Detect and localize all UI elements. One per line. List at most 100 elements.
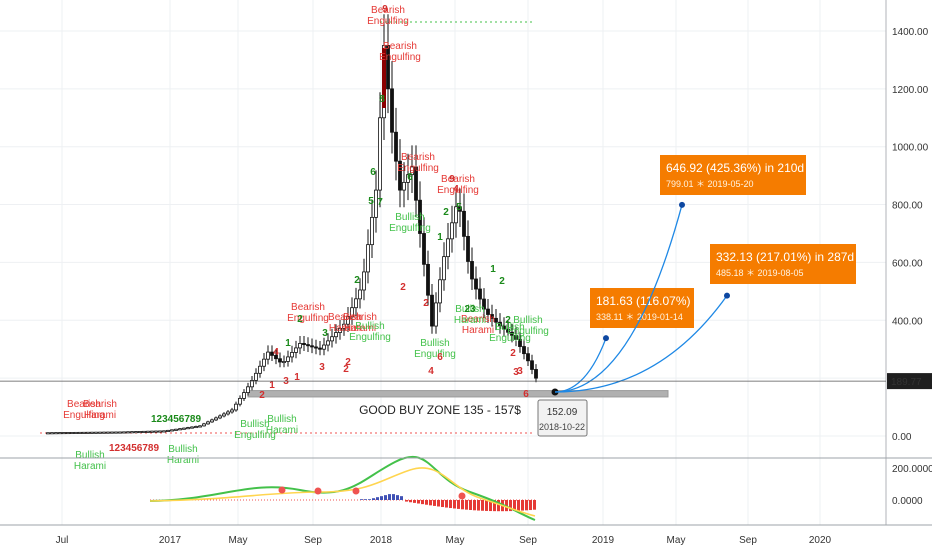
price-tick-label: 800.00: [892, 201, 923, 212]
candle-body: [134, 431, 138, 434]
sequence-count: 2: [423, 298, 429, 309]
candle-body: [398, 160, 402, 191]
sequence-count: 123456789: [151, 414, 201, 425]
sequence-count: 3: [513, 367, 519, 378]
pattern-label: Engulfing: [367, 16, 409, 27]
sequence-count: 9: [449, 174, 455, 185]
projection-callout: [710, 244, 856, 284]
candle-body: [178, 428, 182, 431]
candle-body: [198, 425, 202, 428]
candle-body: [506, 328, 510, 333]
sequence-count: 2: [354, 275, 360, 286]
projection-target-dot: [603, 335, 609, 342]
candle-body: [370, 216, 374, 246]
pattern-label: Harami: [344, 323, 376, 334]
current-price-tag: [887, 373, 932, 390]
osc-hist-bar-neg: [429, 500, 432, 506]
candle-body: [330, 336, 334, 342]
candle-body: [58, 432, 62, 435]
candle-body: [206, 421, 210, 425]
osc-hist-bar-neg: [445, 500, 448, 508]
time-tick-label: 2017: [159, 535, 182, 546]
candle-body: [322, 344, 326, 350]
anchor-callout-box: [537, 399, 588, 437]
pattern-label: Harami: [454, 315, 486, 326]
projection-callout: [660, 155, 806, 195]
candle-body: [118, 431, 122, 434]
pattern-label: Engulfing: [63, 410, 105, 421]
candle-body: [74, 431, 78, 434]
pattern-label: Engulfing: [437, 185, 479, 196]
osc-hist-bar-neg: [409, 500, 412, 503]
osc-hist-bar: [396, 495, 399, 500]
candle-body: [530, 360, 534, 370]
time-tick-label: Sep: [304, 535, 322, 546]
pattern-label: Bullish: [455, 304, 484, 315]
pattern-label: Engulfing: [507, 326, 549, 337]
pattern-label: Bearish: [461, 314, 495, 325]
time-tick-label: 2018: [370, 535, 393, 546]
candle-body: [362, 271, 366, 291]
candle-body: [210, 419, 214, 423]
pattern-label: Harami: [74, 461, 106, 472]
osc-hist-bar: [376, 497, 379, 500]
osc-hist-bar: [380, 496, 383, 500]
candle-body: [326, 340, 330, 346]
projection-detail: 485.18 ＊ 2019-08-05: [716, 268, 804, 278]
candle-body: [50, 432, 54, 435]
pattern-label: Bearish: [83, 399, 117, 410]
osc-hist-bar-neg: [465, 500, 468, 510]
candle-body: [190, 426, 194, 429]
osc-hist-bar-neg: [413, 500, 416, 503]
pattern-label: Engulfing: [379, 52, 421, 63]
sequence-count: 3: [283, 376, 289, 387]
osc-hist-bar: [384, 495, 387, 500]
candle-body: [150, 430, 154, 433]
pattern-label: Engulfing: [414, 349, 456, 360]
projection-callout: [590, 288, 694, 328]
osc-hist-bar-neg: [461, 500, 464, 510]
osc-hist-bar-neg: [509, 500, 512, 512]
projection-target-dot: [679, 201, 685, 208]
oscillator-layer: [149, 455, 536, 521]
sequence-count: 23: [464, 304, 476, 315]
candle-body: [186, 427, 190, 430]
osc-hist-bar-neg: [481, 500, 484, 511]
osc-hist-bar-neg: [477, 500, 480, 511]
candle-body: [386, 45, 390, 90]
pattern-label: Engulfing: [234, 430, 276, 441]
candles-layer: [46, 14, 538, 435]
projection-arrow: [554, 204, 683, 393]
candle-body: [366, 244, 370, 273]
candle-body: [194, 426, 198, 429]
candle-body: [510, 331, 514, 336]
sequence-count: 4: [273, 347, 279, 358]
candle-body: [302, 343, 306, 346]
candle-body: [518, 339, 522, 347]
pattern-label: Bearish: [441, 174, 475, 185]
sequence-count: 2: [343, 364, 349, 375]
price-tick-label: 600.00: [892, 258, 923, 269]
pattern-label: Harami: [329, 323, 361, 334]
osc-hist-bar: [392, 494, 395, 500]
sequence-count: 123456789: [109, 443, 159, 454]
pattern-label: Engulfing: [389, 223, 431, 234]
candle-body: [346, 316, 350, 325]
candle-body: [54, 432, 58, 435]
time-tick-label: 2020: [809, 535, 832, 546]
candle-body: [334, 332, 338, 338]
candle-body: [534, 369, 538, 379]
candle-body: [126, 431, 130, 434]
pattern-label: Bullish: [168, 444, 197, 455]
candle-body: [438, 279, 442, 304]
sequence-count: 1: [437, 232, 443, 243]
candle-body: [434, 302, 438, 327]
projection-headline: 181.63 (116.07%) in 84d: [596, 294, 727, 308]
candle-body: [242, 392, 246, 399]
candle-body: [458, 206, 462, 212]
osc-hist-bar-neg: [473, 500, 476, 511]
projection-arrow: [554, 337, 607, 393]
candle-body: [174, 428, 178, 431]
